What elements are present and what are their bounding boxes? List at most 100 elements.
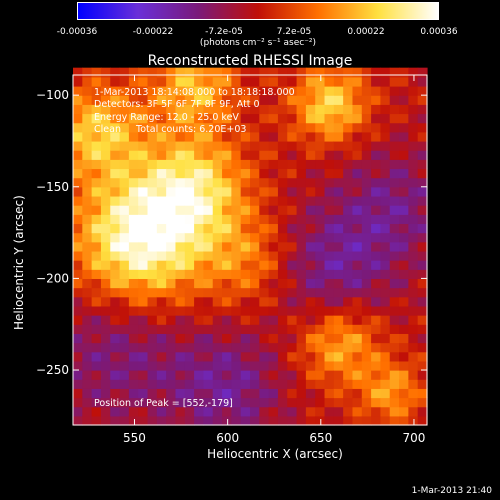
heatmap-cell <box>212 305 223 316</box>
heatmap-cell <box>250 296 260 307</box>
heatmap-cell <box>194 342 205 353</box>
heatmap-cell <box>156 415 167 426</box>
heatmap-cell <box>119 370 130 380</box>
heatmap-cell <box>166 67 177 78</box>
heatmap-cell <box>296 269 307 280</box>
heatmap-cell <box>91 370 102 380</box>
heatmap-cell <box>352 278 363 289</box>
heatmap-cell <box>100 342 111 353</box>
heatmap-cell <box>222 76 232 87</box>
heatmap-cell <box>250 315 260 325</box>
heatmap-cell <box>259 388 270 399</box>
heatmap-cell <box>305 250 316 261</box>
heatmap-cell <box>343 269 354 280</box>
heatmap-cell <box>240 104 251 115</box>
heatmap-cell <box>250 333 260 344</box>
heatmap-cell <box>305 260 316 270</box>
heatmap-cell <box>343 150 354 160</box>
heatmap-cell <box>212 177 223 188</box>
heatmap-cell <box>333 186 344 197</box>
heatmap-cell <box>268 140 279 151</box>
heatmap-cell <box>231 415 242 426</box>
heatmap-cell <box>268 370 279 380</box>
heatmap-cell <box>194 205 205 215</box>
heatmap-cell <box>380 370 391 380</box>
heatmap-cell <box>389 305 400 316</box>
heatmap-cell <box>138 195 149 206</box>
heatmap-cell <box>119 232 130 243</box>
heatmap-cell <box>100 177 111 188</box>
heatmap-cell <box>315 397 326 408</box>
heatmap-cell <box>343 250 354 261</box>
heatmap-cell <box>296 315 307 325</box>
heatmap-cell <box>399 186 409 197</box>
heatmap-cell <box>175 104 186 115</box>
heatmap-cell <box>231 232 242 243</box>
heatmap-cell <box>212 260 223 270</box>
heatmap-cell <box>399 85 409 96</box>
heatmap-cell <box>315 250 326 261</box>
heatmap-cell <box>82 140 93 151</box>
heatmap-cell <box>259 278 270 289</box>
heatmap-cell <box>203 122 214 133</box>
heatmap-cell <box>371 214 382 225</box>
heatmap-cell <box>194 305 205 316</box>
heatmap-cell <box>91 95 102 105</box>
heatmap-cell <box>324 296 335 307</box>
heatmap-cell <box>240 177 251 188</box>
y-axis-label: Heliocentric Y (arcsec) <box>12 195 26 330</box>
heatmap-cell <box>352 104 363 115</box>
heatmap-cell <box>259 296 270 307</box>
heatmap-cell <box>82 223 93 234</box>
heatmap-cell <box>305 269 316 280</box>
heatmap-cell <box>371 406 382 417</box>
heatmap-cell <box>203 76 214 87</box>
heatmap-cell <box>231 186 242 197</box>
heatmap-cell <box>175 351 186 362</box>
heatmap-cell <box>399 351 409 362</box>
heatmap-cell <box>417 241 428 252</box>
heatmap-cell <box>138 67 149 78</box>
heatmap-cell <box>240 315 251 325</box>
heatmap-cell <box>380 342 391 353</box>
heatmap-cell <box>389 250 400 261</box>
heatmap-cell <box>222 168 232 179</box>
heatmap-cell <box>100 159 111 170</box>
heatmap-cell <box>231 296 242 307</box>
heatmap-cell <box>175 379 186 389</box>
heatmap-cell <box>389 351 400 362</box>
heatmap-cell <box>361 351 372 362</box>
heatmap-cell <box>324 333 335 344</box>
heatmap-cell <box>343 342 354 353</box>
heatmap-cell <box>287 296 298 307</box>
heatmap-cell <box>296 223 307 234</box>
heatmap-cell <box>82 205 93 215</box>
heatmap-cell <box>268 85 279 96</box>
heatmap-cell <box>315 150 326 160</box>
heatmap-cell <box>250 415 260 426</box>
heatmap-cell <box>175 296 186 307</box>
heatmap-cell <box>315 223 326 234</box>
heatmap-cell <box>110 223 121 234</box>
heatmap-cell <box>259 269 270 280</box>
heatmap-cell <box>166 250 177 261</box>
heatmap-cell <box>222 122 232 133</box>
heatmap-cell <box>194 131 205 142</box>
heatmap-cell <box>194 379 205 389</box>
heatmap-cell <box>240 223 251 234</box>
heatmap-cell <box>110 305 121 316</box>
heatmap-cell <box>343 241 354 252</box>
heatmap-cell <box>371 140 382 151</box>
heatmap-cell <box>333 214 344 225</box>
heatmap-cell <box>305 360 316 371</box>
heatmap-cell <box>250 232 260 243</box>
heatmap-cell <box>166 232 177 243</box>
heatmap-cell <box>231 379 242 389</box>
heatmap-cell <box>82 232 93 243</box>
heatmap-cell <box>305 241 316 252</box>
heatmap-cell <box>417 195 428 206</box>
heatmap-cell <box>408 315 419 325</box>
heatmap-cell <box>277 397 288 408</box>
heatmap-cell <box>147 250 158 261</box>
heatmap-cell <box>268 278 279 289</box>
